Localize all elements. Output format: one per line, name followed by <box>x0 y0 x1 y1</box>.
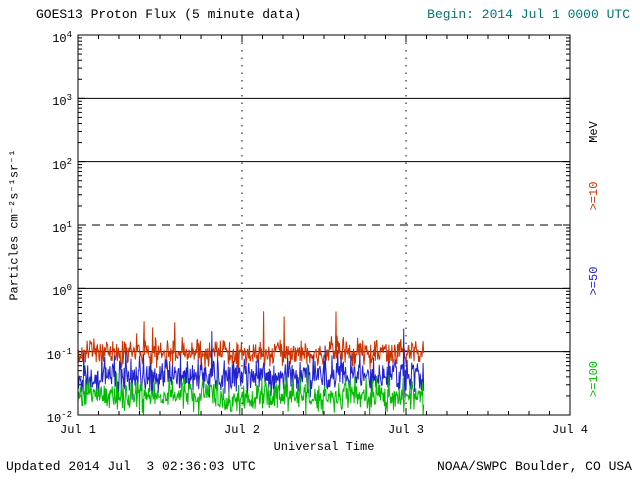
chart-title: GOES13 Proton Flux (5 minute data) <box>36 7 302 22</box>
y-tick-label: 104 <box>52 30 72 46</box>
x-tick-label: Jul 3 <box>387 423 425 437</box>
flux-trace-100 <box>77 363 425 416</box>
right-axis-unit-label: MeV <box>587 121 601 143</box>
series-label-ge50: >=50 <box>587 266 601 296</box>
x-axis-label: Universal Time <box>273 440 375 454</box>
x-tick-label: Jul 1 <box>59 423 97 437</box>
y-tick-label: 103 <box>52 93 72 110</box>
series-label-ge10: >=10 <box>587 181 601 211</box>
x-tick-label: Jul 4 <box>551 423 589 437</box>
series-label-ge100: >=100 <box>587 360 601 398</box>
flux-trace-10 <box>77 311 425 374</box>
y-tick-label: 101 <box>52 220 72 236</box>
y-tick-label: 10-2 <box>46 410 72 426</box>
x-tick-label: Jul 2 <box>223 423 261 437</box>
y-axis-label: Particles cm⁻²s⁻¹sr⁻¹ <box>7 149 22 301</box>
y-tick-label: 100 <box>52 283 72 300</box>
credit-text: NOAA/SWPC Boulder, CO USA <box>436 459 632 474</box>
updated-timestamp: Updated 2014 Jul 3 02:36:03 UTC <box>6 459 256 474</box>
y-tick-label: 102 <box>52 156 72 173</box>
begin-timestamp: Begin: 2014 Jul 1 0000 UTC <box>427 7 630 22</box>
y-tick-label: 10-1 <box>46 346 72 363</box>
